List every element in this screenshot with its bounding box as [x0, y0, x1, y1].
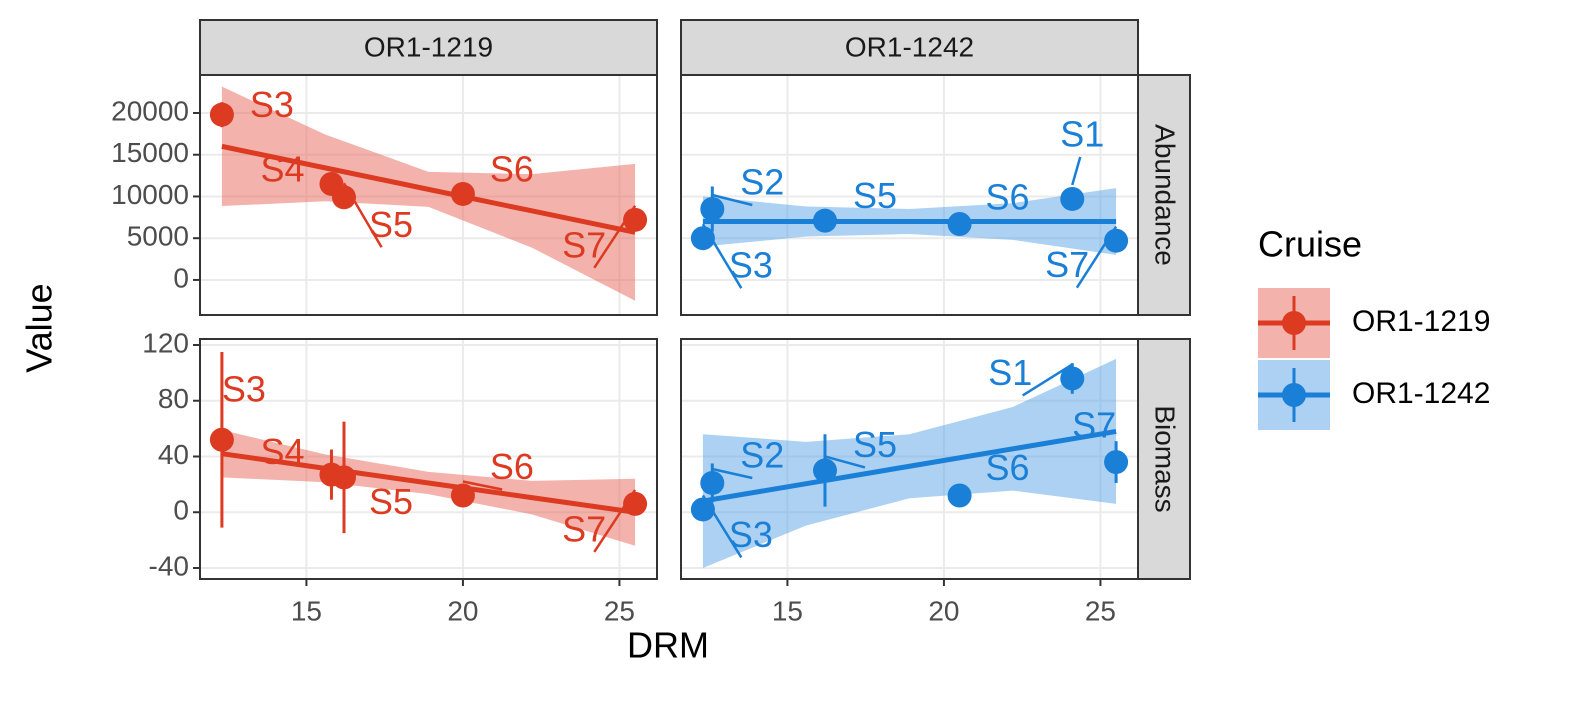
strip — [1136, 74, 1191, 316]
panel-border — [680, 74, 1139, 316]
point — [209, 427, 234, 452]
label-segment — [701, 223, 743, 289]
point — [947, 483, 972, 508]
point-label: S7 — [562, 224, 606, 265]
point-label: S7 — [1045, 244, 1089, 285]
y-tick-label: 5000 — [127, 221, 189, 252]
point-label: S5 — [369, 204, 413, 245]
y-tick-label: 10000 — [111, 179, 189, 210]
strip-label: Abundance — [1150, 124, 1181, 266]
x-axis-title: DRM — [627, 625, 709, 666]
point — [812, 208, 837, 233]
y-tick-label: 120 — [142, 327, 189, 358]
point — [700, 470, 725, 495]
point-label: S6 — [986, 177, 1030, 218]
legend-label: OR1-1219 — [1352, 305, 1490, 338]
label-segment — [711, 193, 753, 207]
legend-key-point — [1282, 383, 1306, 407]
fit-line — [221, 143, 636, 235]
y-tick-label: 0 — [173, 262, 189, 293]
point — [1060, 366, 1085, 391]
point-label: S4 — [260, 148, 304, 189]
y-tick-label: 20000 — [111, 95, 189, 126]
x-tick-label: 25 — [1085, 595, 1116, 626]
point-label: S1 — [988, 352, 1032, 393]
y-tick-label: -40 — [149, 550, 189, 581]
point — [700, 196, 725, 221]
x-tick-label: 15 — [291, 595, 322, 626]
point — [1060, 186, 1085, 211]
label-segment — [462, 480, 503, 491]
point — [209, 102, 234, 127]
point-label: S7 — [562, 508, 606, 549]
label-segment — [593, 205, 637, 269]
point — [331, 465, 356, 490]
x-tick-label: 20 — [928, 595, 959, 626]
confidence-band — [702, 358, 1117, 568]
legend-title: Cruise — [1258, 224, 1362, 265]
y-tick-label: 0 — [173, 495, 189, 526]
point — [812, 458, 837, 483]
label-segment — [1075, 226, 1118, 289]
x-tick-label: 20 — [447, 595, 478, 626]
point-label: S5 — [853, 424, 897, 465]
panel-border — [680, 338, 1139, 580]
point-label: S4 — [260, 431, 304, 472]
strip — [199, 19, 658, 76]
fit-line — [702, 428, 1117, 504]
label-segment — [1022, 363, 1073, 397]
legend-key-point — [1282, 311, 1306, 335]
point — [450, 181, 475, 206]
point-label: S3 — [729, 514, 773, 555]
confidence-band — [221, 430, 636, 546]
strip-label: Biomass — [1150, 405, 1181, 512]
point-label: S6 — [490, 446, 534, 487]
label-segment — [712, 467, 753, 480]
y-tick-label: 40 — [158, 439, 189, 470]
point-label: S7 — [1072, 405, 1116, 446]
panel-border — [199, 338, 658, 580]
label-segment — [824, 455, 866, 469]
label-segment — [342, 182, 383, 248]
fit-line — [221, 451, 636, 515]
point-label: S3 — [250, 84, 294, 125]
point-label: S2 — [740, 161, 784, 202]
point-label: S6 — [490, 148, 534, 189]
point-label: S1 — [1060, 113, 1104, 154]
y-tick-label: 15000 — [111, 137, 189, 168]
panel-border — [199, 74, 658, 316]
strip — [680, 19, 1139, 76]
point-label: S3 — [729, 245, 773, 286]
point-label: S2 — [740, 434, 784, 475]
x-tick-label: 15 — [772, 595, 803, 626]
point — [1104, 450, 1129, 475]
y-axis-title: Value — [19, 283, 60, 372]
point-label: S5 — [853, 175, 897, 216]
point-label: S5 — [369, 481, 413, 522]
point — [947, 212, 972, 237]
label-segment — [701, 494, 743, 559]
strip-label: OR1-1219 — [364, 31, 493, 62]
point-label: S6 — [986, 447, 1030, 488]
y-tick-label: 80 — [158, 383, 189, 414]
strip-label: OR1-1242 — [845, 31, 974, 62]
x-tick-label: 25 — [604, 595, 635, 626]
legend-label: OR1-1242 — [1352, 377, 1490, 410]
point — [450, 483, 475, 508]
confidence-band — [221, 86, 636, 301]
label-segment — [593, 489, 637, 553]
point-label: S3 — [222, 368, 266, 409]
strip — [1136, 338, 1191, 580]
label-segment — [1071, 156, 1082, 186]
